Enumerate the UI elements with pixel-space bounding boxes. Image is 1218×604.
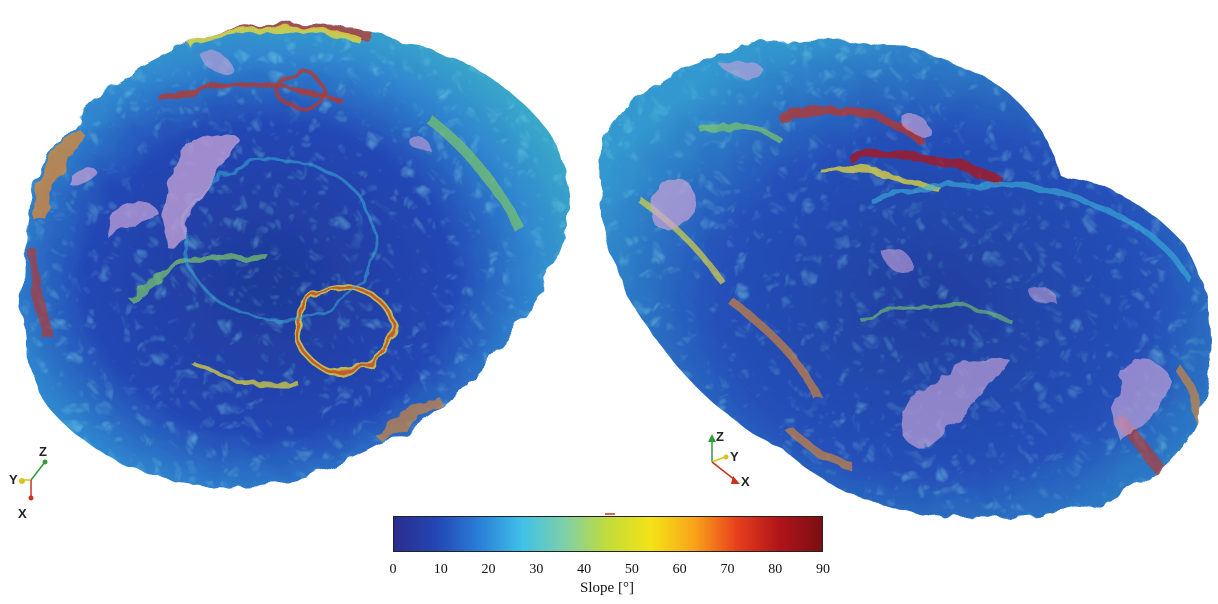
right-asteroid-view bbox=[599, 39, 1211, 518]
right-axis-x-label: X bbox=[741, 474, 750, 489]
colorbar-title: Slope [°] bbox=[580, 580, 634, 596]
colorbar-tick-20: 20 bbox=[481, 562, 496, 577]
colorbar-tick-10: 10 bbox=[433, 562, 448, 577]
right-axis-triad: Z Y X bbox=[708, 429, 750, 489]
colorbar-tick-70: 70 bbox=[720, 562, 735, 577]
colorbar-tick-30: 30 bbox=[529, 562, 544, 577]
colorbar-tick-50: 50 bbox=[624, 562, 639, 577]
colorbar-tick-40: 40 bbox=[577, 562, 592, 577]
left-axis-triad: Z Y X bbox=[9, 444, 48, 521]
colorbar-tick-90: 90 bbox=[816, 562, 830, 577]
left-axis-z-label: Z bbox=[39, 444, 47, 459]
right-axis-y-label: Y bbox=[730, 449, 739, 464]
colorbar-tick-60: 60 bbox=[672, 562, 687, 577]
left-axis-x-label: X bbox=[18, 506, 27, 521]
colorbar-tick-80: 80 bbox=[768, 562, 783, 577]
slope-colorbar bbox=[393, 516, 823, 552]
left-asteroid-view bbox=[22, 23, 570, 488]
colorbar-tick-0: 0 bbox=[389, 562, 397, 577]
left-axis-y-label: Y bbox=[9, 472, 18, 487]
right-axis-z-label: Z bbox=[716, 429, 724, 444]
